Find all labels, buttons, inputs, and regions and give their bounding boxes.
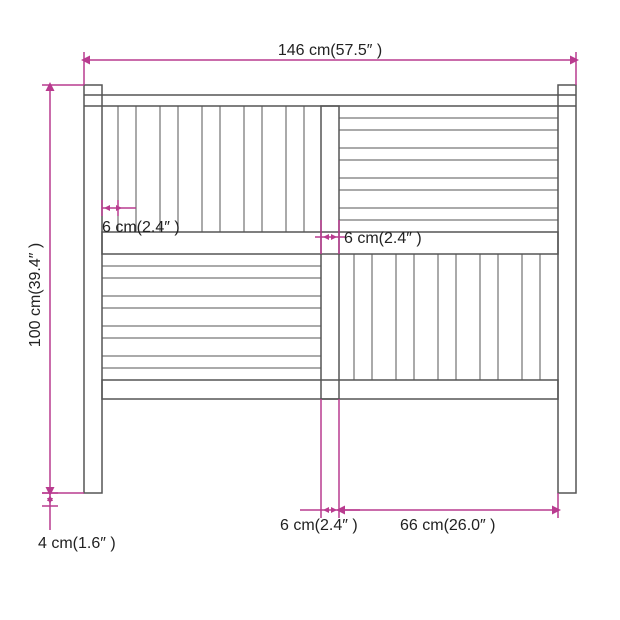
dim-height-label: 100 cm(39.4″ )	[27, 243, 44, 347]
dim-height: 100 cm(39.4″ )	[27, 85, 84, 493]
dim-half-width-label: 66 cm(26.0″ )	[400, 517, 495, 534]
dim-gap-center-label: 6 cm(2.4″ )	[344, 230, 422, 247]
dimension-diagram: 146 cm(57.5″ ) 100 cm(39.4″ ) 6 cm(2.4″ …	[0, 0, 620, 620]
dim-gap-center: 6 cm(2.4″ )	[315, 220, 422, 254]
dim-depth-label: 4 cm(1.6″ )	[38, 535, 116, 552]
dim-post-width-label: 6 cm(2.4″ )	[280, 517, 358, 534]
headboard-drawing	[84, 85, 576, 493]
dim-width: 146 cm(57.5″ )	[84, 42, 576, 85]
dim-slat-gap-left-label: 6 cm(2.4″ )	[102, 219, 180, 236]
dim-post-width: 6 cm(2.4″ )	[280, 399, 360, 534]
dim-width-label: 146 cm(57.5″ )	[278, 42, 382, 59]
dim-depth: 4 cm(1.6″ )	[38, 493, 116, 552]
dim-half-width: 66 cm(26.0″ )	[339, 493, 558, 534]
dim-slat-gap-left: 6 cm(2.4″ )	[102, 200, 180, 236]
